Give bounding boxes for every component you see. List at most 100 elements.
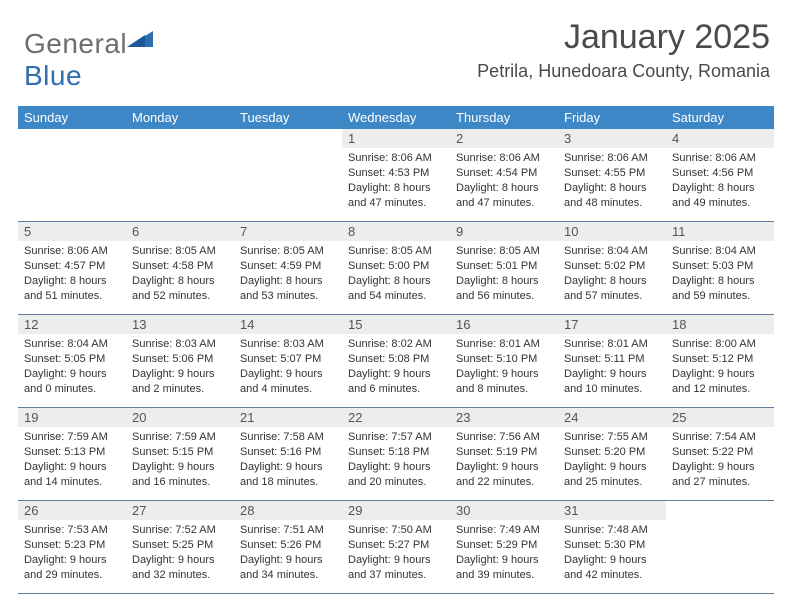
day-details: Sunrise: 8:05 AMSunset: 5:01 PMDaylight:… [450, 241, 558, 307]
day-details: Sunrise: 7:58 AMSunset: 5:16 PMDaylight:… [234, 427, 342, 493]
sunrise-text: Sunrise: 7:51 AM [240, 523, 336, 538]
sunrise-text: Sunrise: 7:53 AM [24, 523, 120, 538]
sunset-text: Sunset: 5:25 PM [132, 538, 228, 553]
brand-triangle-icon [127, 22, 153, 54]
calendar-day-cell: 4Sunrise: 8:06 AMSunset: 4:56 PMDaylight… [666, 129, 774, 222]
calendar-day-cell [18, 129, 126, 222]
brand-word-2: Blue [24, 60, 82, 91]
month-title: January 2025 [477, 18, 770, 57]
calendar-day-cell: 1Sunrise: 8:06 AMSunset: 4:53 PMDaylight… [342, 129, 450, 222]
daylight-text: Daylight: 8 hours and 48 minutes. [564, 181, 660, 211]
sunrise-text: Sunrise: 8:03 AM [240, 337, 336, 352]
sunset-text: Sunset: 5:07 PM [240, 352, 336, 367]
day-details: Sunrise: 7:53 AMSunset: 5:23 PMDaylight:… [18, 520, 126, 586]
day-number: 19 [18, 408, 126, 427]
day-number: 3 [558, 129, 666, 148]
daylight-text: Daylight: 9 hours and 20 minutes. [348, 460, 444, 490]
calendar-day-cell: 8Sunrise: 8:05 AMSunset: 5:00 PMDaylight… [342, 222, 450, 315]
day-header: Wednesday [342, 106, 450, 129]
day-number: 4 [666, 129, 774, 148]
day-details: Sunrise: 8:04 AMSunset: 5:05 PMDaylight:… [18, 334, 126, 400]
sunrise-text: Sunrise: 8:04 AM [24, 337, 120, 352]
daylight-text: Daylight: 9 hours and 12 minutes. [672, 367, 768, 397]
day-header: Monday [126, 106, 234, 129]
daylight-text: Daylight: 9 hours and 37 minutes. [348, 553, 444, 583]
calendar-day-cell: 17Sunrise: 8:01 AMSunset: 5:11 PMDayligh… [558, 315, 666, 408]
day-details: Sunrise: 7:56 AMSunset: 5:19 PMDaylight:… [450, 427, 558, 493]
sunset-text: Sunset: 5:26 PM [240, 538, 336, 553]
day-number: 5 [18, 222, 126, 241]
calendar-day-cell: 11Sunrise: 8:04 AMSunset: 5:03 PMDayligh… [666, 222, 774, 315]
sunrise-text: Sunrise: 7:50 AM [348, 523, 444, 538]
calendar-day-cell: 27Sunrise: 7:52 AMSunset: 5:25 PMDayligh… [126, 501, 234, 594]
day-details: Sunrise: 8:04 AMSunset: 5:02 PMDaylight:… [558, 241, 666, 307]
day-number: 27 [126, 501, 234, 520]
sunrise-text: Sunrise: 8:04 AM [564, 244, 660, 259]
day-details: Sunrise: 7:55 AMSunset: 5:20 PMDaylight:… [558, 427, 666, 493]
daylight-text: Daylight: 9 hours and 0 minutes. [24, 367, 120, 397]
calendar-day-cell: 6Sunrise: 8:05 AMSunset: 4:58 PMDaylight… [126, 222, 234, 315]
sunrise-text: Sunrise: 7:57 AM [348, 430, 444, 445]
daylight-text: Daylight: 8 hours and 49 minutes. [672, 181, 768, 211]
day-details: Sunrise: 8:05 AMSunset: 4:58 PMDaylight:… [126, 241, 234, 307]
calendar-day-cell: 9Sunrise: 8:05 AMSunset: 5:01 PMDaylight… [450, 222, 558, 315]
daylight-text: Daylight: 9 hours and 14 minutes. [24, 460, 120, 490]
sunset-text: Sunset: 5:11 PM [564, 352, 660, 367]
day-details: Sunrise: 7:57 AMSunset: 5:18 PMDaylight:… [342, 427, 450, 493]
day-details: Sunrise: 8:03 AMSunset: 5:06 PMDaylight:… [126, 334, 234, 400]
daylight-text: Daylight: 8 hours and 52 minutes. [132, 274, 228, 304]
day-details: Sunrise: 7:50 AMSunset: 5:27 PMDaylight:… [342, 520, 450, 586]
sunset-text: Sunset: 5:29 PM [456, 538, 552, 553]
sunrise-text: Sunrise: 8:06 AM [564, 151, 660, 166]
sunrise-text: Sunrise: 8:03 AM [132, 337, 228, 352]
sunset-text: Sunset: 4:59 PM [240, 259, 336, 274]
sunrise-text: Sunrise: 7:58 AM [240, 430, 336, 445]
brand-logo: General Blue [24, 22, 153, 92]
day-header-row: Sunday Monday Tuesday Wednesday Thursday… [18, 106, 774, 129]
daylight-text: Daylight: 9 hours and 4 minutes. [240, 367, 336, 397]
sunset-text: Sunset: 5:13 PM [24, 445, 120, 460]
sunrise-text: Sunrise: 7:59 AM [132, 430, 228, 445]
day-number: 17 [558, 315, 666, 334]
brand-word-1: General [24, 28, 127, 59]
sunrise-text: Sunrise: 8:06 AM [24, 244, 120, 259]
day-number: 28 [234, 501, 342, 520]
day-details: Sunrise: 8:03 AMSunset: 5:07 PMDaylight:… [234, 334, 342, 400]
day-number: 10 [558, 222, 666, 241]
sunset-text: Sunset: 5:18 PM [348, 445, 444, 460]
daylight-text: Daylight: 9 hours and 32 minutes. [132, 553, 228, 583]
daylight-text: Daylight: 9 hours and 10 minutes. [564, 367, 660, 397]
day-details: Sunrise: 7:52 AMSunset: 5:25 PMDaylight:… [126, 520, 234, 586]
sunrise-text: Sunrise: 8:05 AM [240, 244, 336, 259]
day-number: 16 [450, 315, 558, 334]
sunset-text: Sunset: 5:22 PM [672, 445, 768, 460]
sunset-text: Sunset: 5:10 PM [456, 352, 552, 367]
sunrise-text: Sunrise: 8:06 AM [348, 151, 444, 166]
daylight-text: Daylight: 8 hours and 54 minutes. [348, 274, 444, 304]
day-number: 26 [18, 501, 126, 520]
day-number: 23 [450, 408, 558, 427]
calendar-day-cell [234, 129, 342, 222]
sunset-text: Sunset: 5:08 PM [348, 352, 444, 367]
day-details: Sunrise: 7:59 AMSunset: 5:13 PMDaylight:… [18, 427, 126, 493]
day-number: 7 [234, 222, 342, 241]
day-details: Sunrise: 7:51 AMSunset: 5:26 PMDaylight:… [234, 520, 342, 586]
sunrise-text: Sunrise: 8:06 AM [672, 151, 768, 166]
sunset-text: Sunset: 5:06 PM [132, 352, 228, 367]
calendar-day-cell: 7Sunrise: 8:05 AMSunset: 4:59 PMDaylight… [234, 222, 342, 315]
day-details: Sunrise: 8:01 AMSunset: 5:10 PMDaylight:… [450, 334, 558, 400]
daylight-text: Daylight: 8 hours and 47 minutes. [456, 181, 552, 211]
sunset-text: Sunset: 4:53 PM [348, 166, 444, 181]
calendar-week-row: 5Sunrise: 8:06 AMSunset: 4:57 PMDaylight… [18, 222, 774, 315]
sunrise-text: Sunrise: 7:52 AM [132, 523, 228, 538]
day-number: 15 [342, 315, 450, 334]
day-details: Sunrise: 8:04 AMSunset: 5:03 PMDaylight:… [666, 241, 774, 307]
daylight-text: Daylight: 9 hours and 8 minutes. [456, 367, 552, 397]
day-number: 11 [666, 222, 774, 241]
calendar-day-cell: 14Sunrise: 8:03 AMSunset: 5:07 PMDayligh… [234, 315, 342, 408]
sunset-text: Sunset: 5:12 PM [672, 352, 768, 367]
sunrise-text: Sunrise: 8:02 AM [348, 337, 444, 352]
day-number: 9 [450, 222, 558, 241]
sunrise-text: Sunrise: 8:05 AM [132, 244, 228, 259]
day-header: Thursday [450, 106, 558, 129]
